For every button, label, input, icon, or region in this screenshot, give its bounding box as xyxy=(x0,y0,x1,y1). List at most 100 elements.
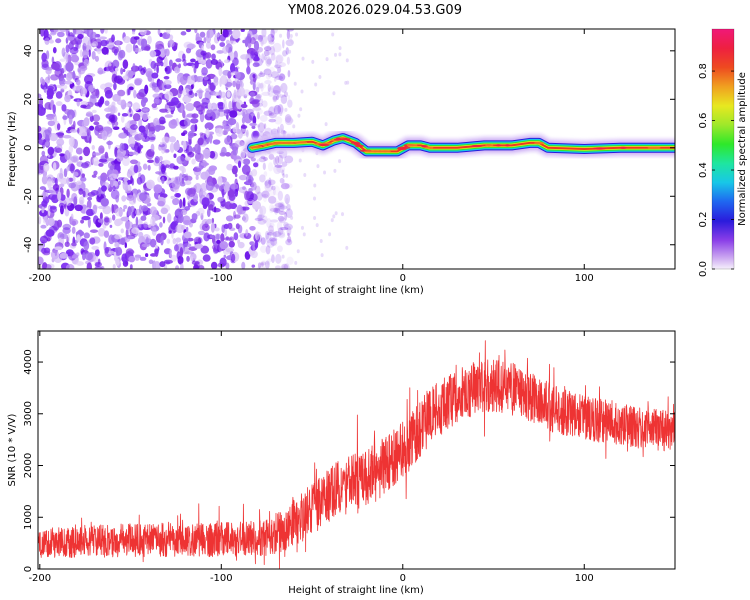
noise-blob xyxy=(53,112,56,117)
noise-blob xyxy=(270,219,279,223)
noise-blob xyxy=(165,29,171,35)
noise-blob xyxy=(330,218,334,223)
noise-blob xyxy=(164,114,173,118)
noise-blob xyxy=(270,52,276,61)
noise-blob xyxy=(223,109,231,114)
snr-x-ticks: -200 -100 0 100 xyxy=(28,331,594,584)
noise-blob xyxy=(191,64,195,68)
noise-blob xyxy=(197,145,201,155)
noise-blob xyxy=(224,59,230,64)
noise-blob xyxy=(277,104,284,115)
noise-blob xyxy=(150,216,156,227)
noise-blob xyxy=(244,37,249,48)
noise-blob xyxy=(287,232,290,237)
colorbar-gradient xyxy=(712,29,734,269)
noise-blob xyxy=(251,264,256,268)
noise-blob xyxy=(226,163,233,171)
spectrogram-x-ticks: -200 -100 0 100 xyxy=(28,29,594,284)
ridge-hotspot xyxy=(470,144,483,148)
noise-blob xyxy=(82,252,86,261)
noise-blob xyxy=(103,230,110,238)
noise-blob xyxy=(86,262,92,269)
noise-blob xyxy=(206,30,210,39)
noise-blob xyxy=(318,75,322,80)
noise-blob xyxy=(311,59,315,64)
noise-blob xyxy=(93,121,100,126)
noise-blob xyxy=(98,145,105,154)
noise-blob xyxy=(268,229,275,237)
noise-blob xyxy=(210,59,219,66)
noise-blob xyxy=(163,259,173,264)
colorbar-tick-label: 0.6 xyxy=(698,113,709,129)
noise-blob xyxy=(99,96,105,105)
noise-blob xyxy=(130,124,138,131)
noise-blob xyxy=(122,68,126,73)
noise-blob xyxy=(91,145,95,151)
x-tick-label: -100 xyxy=(210,273,233,284)
noise-blob xyxy=(42,262,48,269)
noise-blob xyxy=(251,168,258,177)
noise-blob xyxy=(200,245,210,254)
ridge-hotspot xyxy=(353,142,361,146)
noise-blob xyxy=(107,157,115,162)
noise-blob xyxy=(190,256,194,262)
noise-blob xyxy=(185,226,189,232)
noise-blob xyxy=(262,193,268,198)
noise-blob xyxy=(267,179,276,186)
noise-blob xyxy=(154,62,161,67)
ridge-hotspot xyxy=(265,142,280,145)
noise-blob xyxy=(244,251,251,260)
noise-blob xyxy=(42,190,47,200)
noise-blob xyxy=(183,62,188,67)
noise-blob xyxy=(81,120,87,129)
noise-blob xyxy=(178,165,185,171)
noise-blob xyxy=(204,122,214,131)
noise-blob xyxy=(45,229,55,237)
noise-blob xyxy=(240,103,248,109)
noise-blob xyxy=(117,89,126,97)
noise-blob xyxy=(104,29,108,34)
noise-blob xyxy=(272,94,278,103)
noise-blob xyxy=(62,227,71,234)
noise-blob xyxy=(288,49,292,54)
noise-blob xyxy=(237,129,243,139)
noise-blob xyxy=(167,39,175,48)
noise-blob xyxy=(258,214,265,219)
noise-blob xyxy=(195,175,199,180)
spectrogram-y-axis-label: Frequency (Hz) xyxy=(7,111,18,187)
noise-blob xyxy=(252,62,260,68)
noise-blob xyxy=(172,237,177,245)
noise-blob xyxy=(176,251,181,260)
noise-blob xyxy=(66,188,70,198)
ridge-hotspot xyxy=(485,144,494,147)
noise-blob xyxy=(41,78,46,86)
noise-blob xyxy=(286,56,291,65)
noise-blob xyxy=(214,33,220,38)
noise-blob xyxy=(273,156,277,166)
noise-blob xyxy=(97,218,103,223)
noise-blob xyxy=(284,107,288,112)
noise-blob xyxy=(118,49,126,59)
noise-blob xyxy=(269,207,279,212)
noise-blob xyxy=(108,173,118,181)
noise-blob xyxy=(262,192,268,203)
noise-blob xyxy=(98,158,108,163)
noise-blob xyxy=(269,222,275,228)
snr-y-axis-label: SNR (10 * V/V) xyxy=(7,413,18,486)
noise-blob xyxy=(174,66,181,74)
noise-blob xyxy=(114,121,119,127)
noise-blob xyxy=(261,29,267,38)
noise-blob xyxy=(267,83,271,93)
noise-blob xyxy=(294,260,298,265)
noise-blob xyxy=(122,75,129,81)
noise-blob xyxy=(69,47,79,55)
noise-blob xyxy=(282,161,291,166)
noise-blob xyxy=(73,120,76,129)
noise-blob xyxy=(219,241,229,250)
noise-blob xyxy=(228,40,237,45)
noise-blob xyxy=(150,143,155,153)
noise-blob xyxy=(277,62,287,68)
noise-blob xyxy=(248,112,256,121)
noise-blob xyxy=(280,182,290,190)
noise-blob xyxy=(141,243,150,248)
